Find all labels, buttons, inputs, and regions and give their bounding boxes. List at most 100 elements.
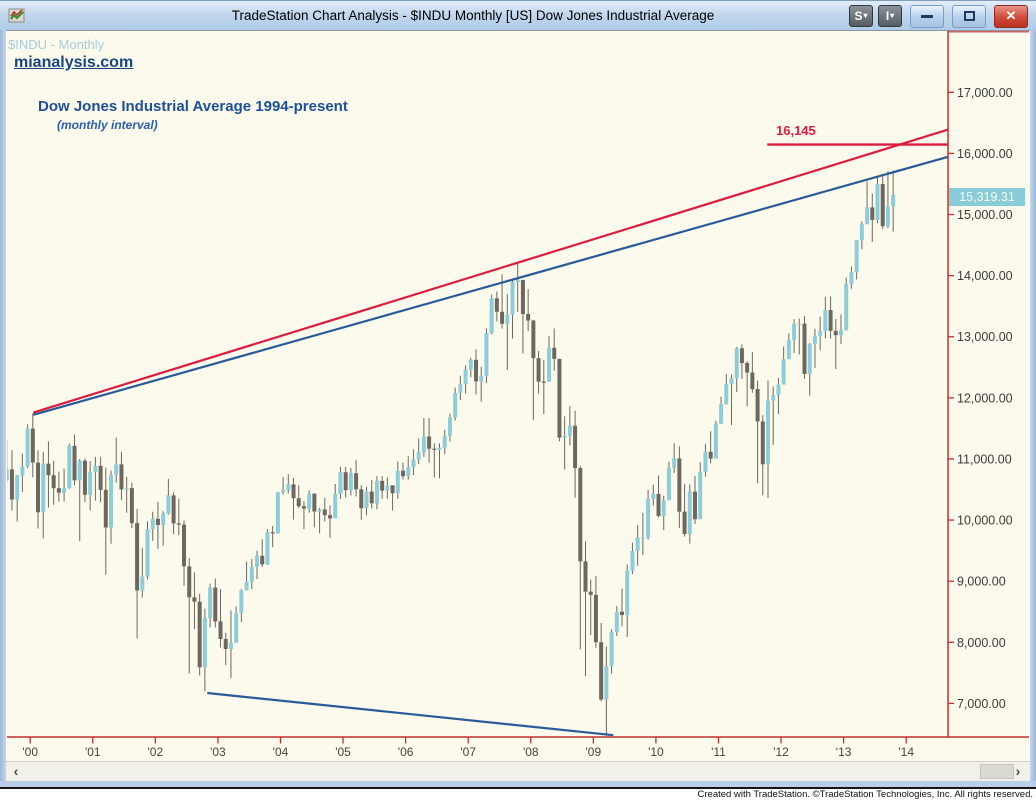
candle <box>317 509 322 512</box>
maximize-button[interactable] <box>952 4 986 28</box>
candle <box>72 445 77 481</box>
candle <box>208 587 213 619</box>
candle <box>36 462 41 513</box>
candle <box>468 359 473 370</box>
candle <box>223 638 228 649</box>
y-axis-label: 7,000.00 <box>957 697 1006 711</box>
candle <box>296 498 301 507</box>
trendline-upper-resistance-red[interactable] <box>33 128 949 414</box>
candle <box>760 421 765 465</box>
candle <box>693 491 698 520</box>
minimize-icon <box>921 14 933 18</box>
footer: Created with TradeStation. ©TradeStation… <box>0 789 1036 800</box>
chart-annotation-title: Dow Jones Industrial Average 1994-presen… <box>38 98 348 115</box>
candle <box>474 359 479 382</box>
chart-pane[interactable]: 7,000.00 8,000.00 9,000.00 10,000.00 11,000.… <box>6 30 1030 761</box>
candle <box>228 642 233 649</box>
candle <box>526 314 531 321</box>
candle <box>453 392 458 418</box>
candle <box>828 310 833 331</box>
candle <box>155 518 160 525</box>
style-button-label: S <box>854 9 863 23</box>
candle <box>15 475 20 500</box>
candle <box>609 632 614 667</box>
candle <box>562 435 567 438</box>
style-menu-button[interactable]: S ▾ <box>849 5 873 27</box>
candle <box>599 642 604 700</box>
candle <box>442 435 447 448</box>
price-chart[interactable]: 7,000.00 8,000.00 9,000.00 10,000.00 11,000.… <box>6 31 1030 761</box>
candle <box>844 284 849 331</box>
candle <box>656 493 661 516</box>
candle <box>818 331 823 337</box>
candle <box>578 468 583 562</box>
scroll-right-button[interactable]: › <box>1015 763 1021 779</box>
candle <box>93 465 98 472</box>
titlebar[interactable]: TradeStation Chart Analysis - $INDU Mont… <box>0 0 1036 30</box>
candle <box>489 298 494 333</box>
interval-menu-button[interactable]: I ▾ <box>878 5 902 27</box>
candle <box>103 489 108 528</box>
candle <box>77 460 82 481</box>
scrollbar-thumb[interactable] <box>980 764 1014 779</box>
chart-annotation-subtitle: (monthly interval) <box>57 118 158 132</box>
candle <box>182 524 187 567</box>
candle <box>390 485 395 494</box>
candle <box>427 436 432 449</box>
x-axis-label: '06 <box>398 745 414 759</box>
x-axis-label: '14 <box>898 745 914 759</box>
minimize-button[interactable] <box>910 4 944 28</box>
candle <box>401 470 406 477</box>
candle <box>682 511 687 534</box>
candle <box>171 495 176 524</box>
candle <box>343 472 348 491</box>
candle <box>833 330 838 336</box>
candle <box>41 463 46 513</box>
candle <box>541 381 546 383</box>
candle <box>197 601 202 668</box>
horizontal-scrollbar[interactable]: ‹ › <box>6 761 1030 781</box>
scroll-left-button[interactable]: ‹ <box>13 763 19 779</box>
candle <box>109 475 114 528</box>
y-axis-label: 8,000.00 <box>957 636 1006 650</box>
candle <box>797 323 802 325</box>
pane-symbol-label: $INDU - Monthly <box>8 37 105 52</box>
trendline-descending-lows-blue[interactable] <box>207 691 614 737</box>
candle <box>281 490 286 493</box>
candle <box>552 347 557 359</box>
candle <box>213 587 218 622</box>
candle <box>437 447 442 450</box>
candle <box>510 281 515 315</box>
candle <box>547 347 552 382</box>
candle <box>583 561 588 592</box>
candle <box>463 369 468 385</box>
candle <box>244 582 249 591</box>
candle <box>870 207 875 221</box>
candle <box>62 488 67 493</box>
candle <box>192 597 197 602</box>
candle <box>416 452 421 460</box>
footer-credit: Created with TradeStation. ©TradeStation… <box>697 789 1033 800</box>
candle <box>479 376 484 382</box>
window-title: TradeStation Chart Analysis - $INDU Mont… <box>231 8 715 23</box>
candle <box>166 495 171 514</box>
candle <box>515 279 520 282</box>
y-axis-label: 9,000.00 <box>957 575 1006 589</box>
candle <box>338 472 343 494</box>
candle <box>672 458 677 468</box>
candle <box>724 384 729 405</box>
trendline-rising-support-blue[interactable] <box>33 155 949 416</box>
candle <box>380 480 385 491</box>
candle <box>661 500 666 516</box>
x-axis-label: '04 <box>273 745 289 759</box>
candle <box>739 348 744 364</box>
x-axis-label: '03 <box>210 745 226 759</box>
candle <box>385 485 390 491</box>
candle <box>135 523 140 591</box>
candle <box>82 460 87 495</box>
candle <box>249 566 254 583</box>
candle <box>119 464 124 490</box>
candle <box>255 555 260 567</box>
close-button[interactable]: ✕ <box>994 4 1028 28</box>
close-icon: ✕ <box>1005 8 1017 23</box>
